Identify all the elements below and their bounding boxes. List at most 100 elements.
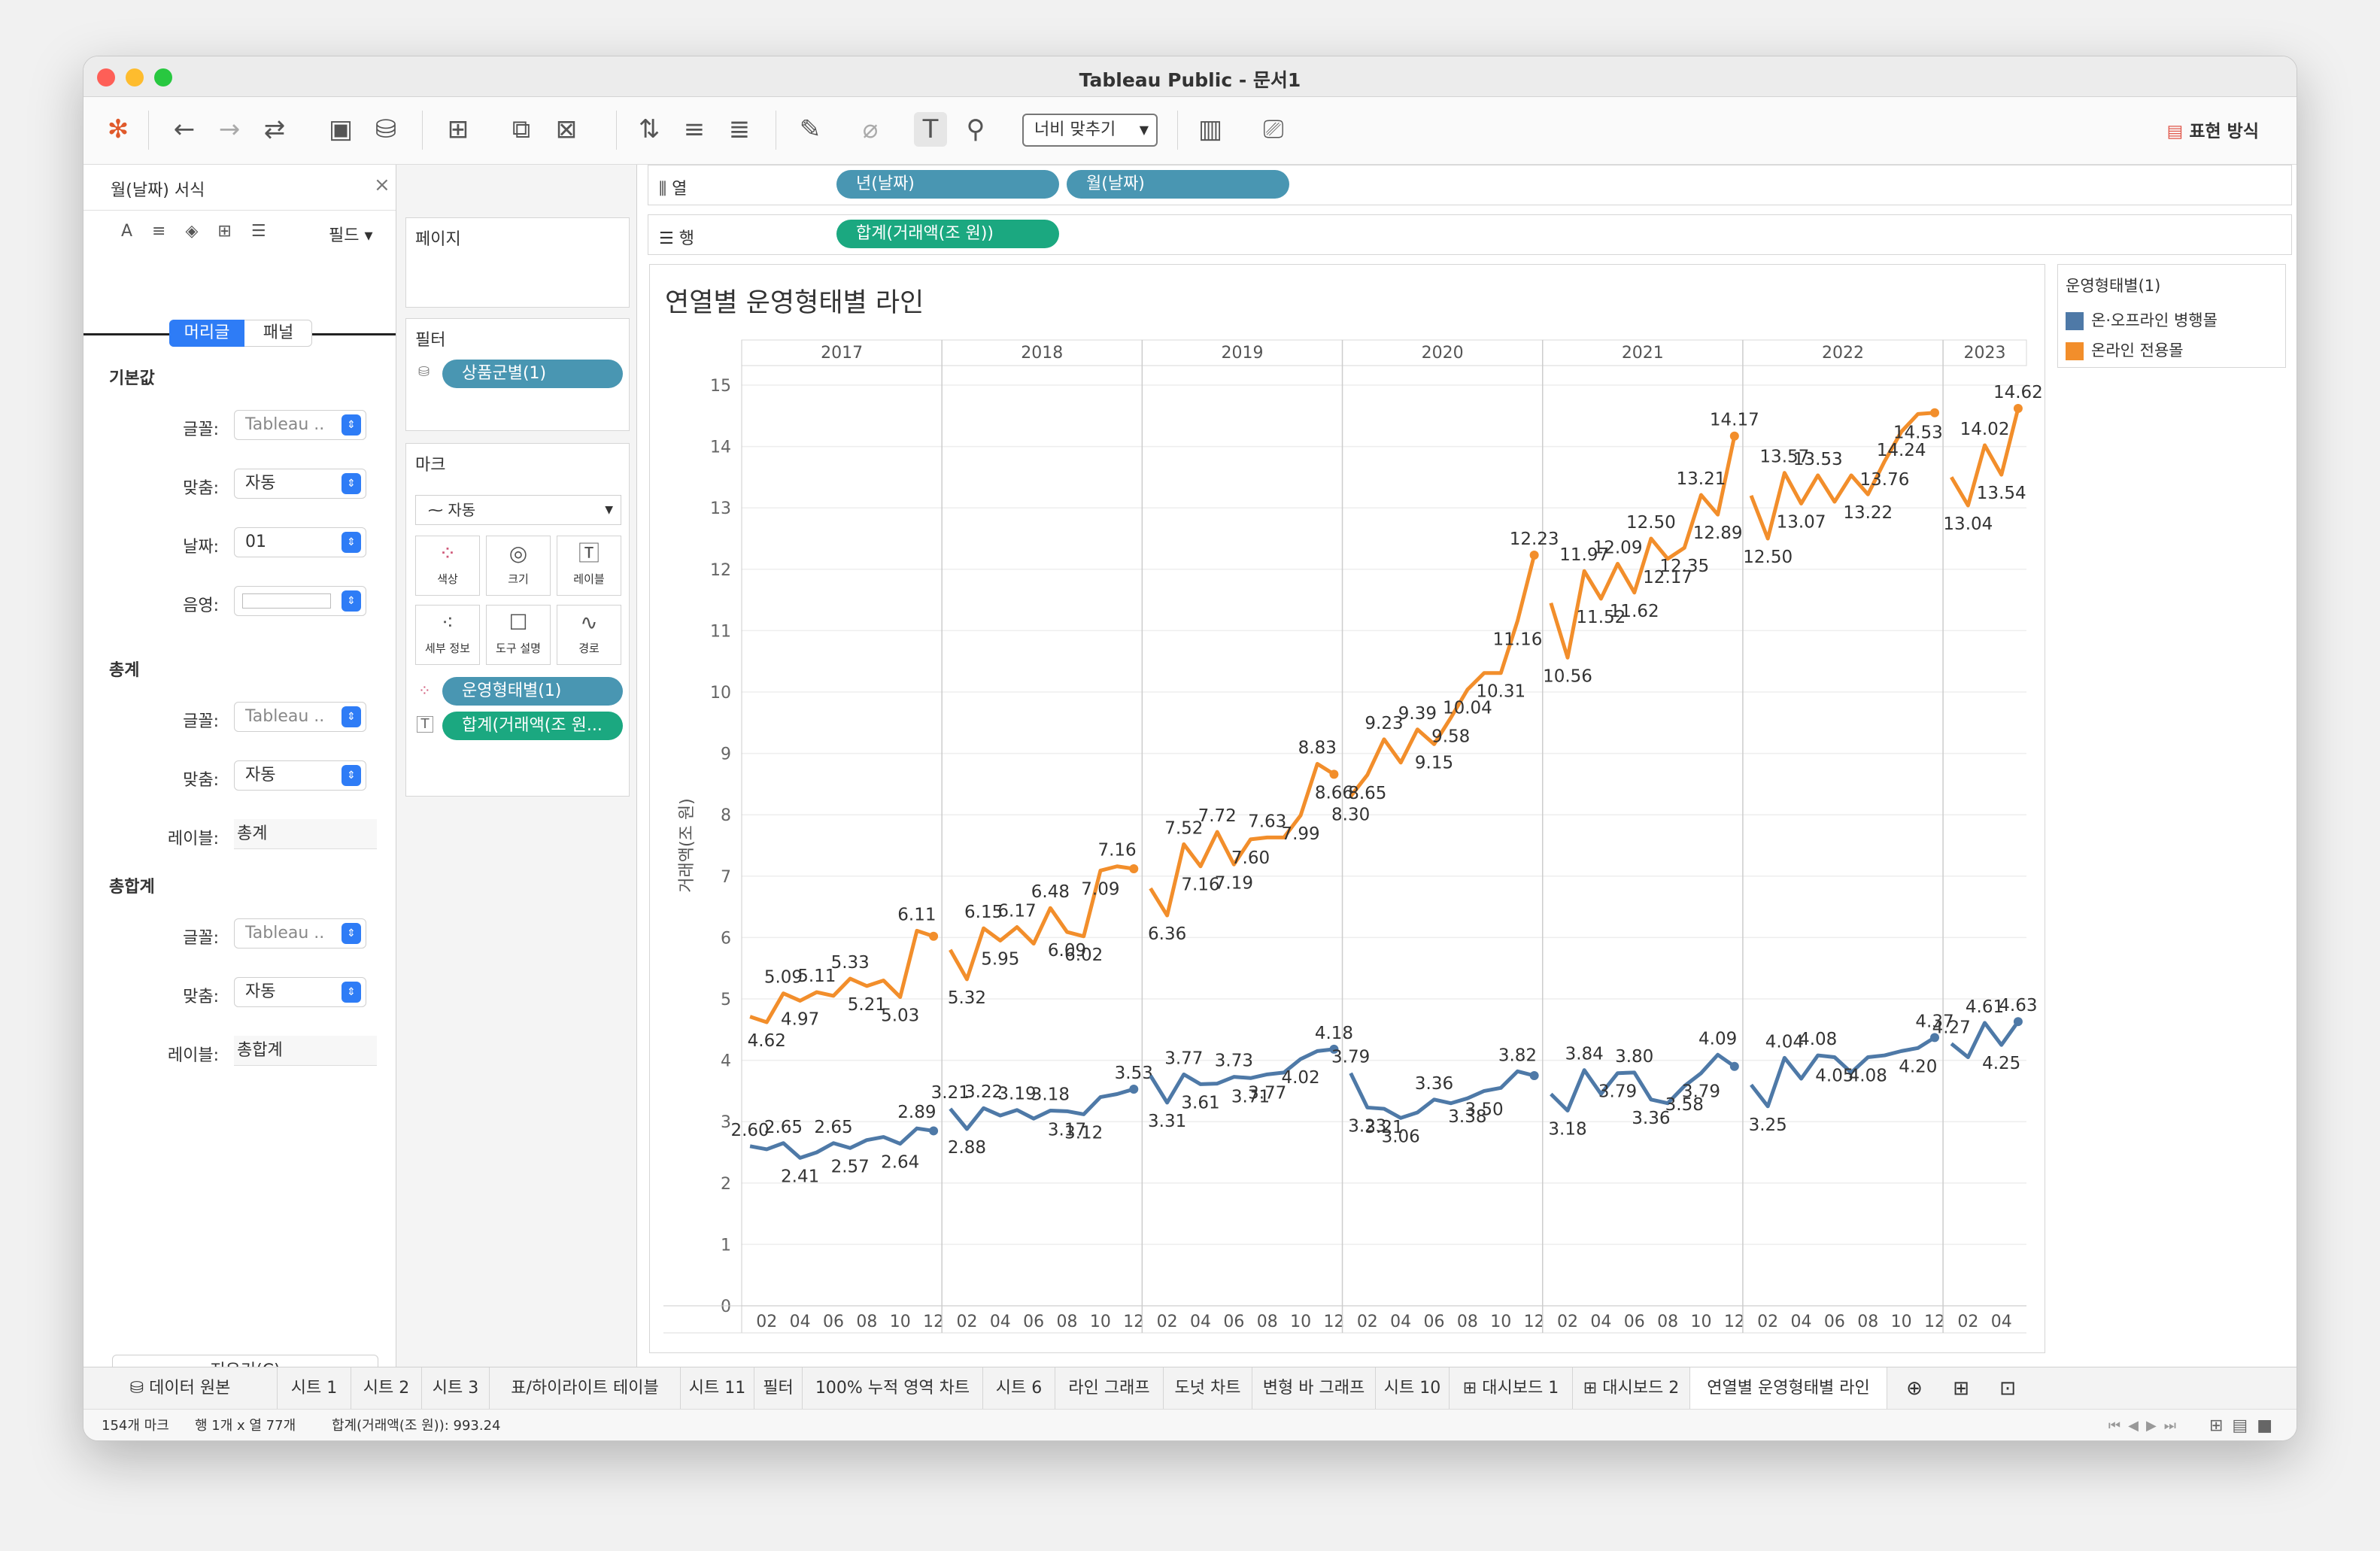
data-label: 3.58 bbox=[1665, 1095, 1704, 1115]
new-worksheet-icon[interactable]: ⊕ bbox=[1906, 1377, 1923, 1400]
fit-select[interactable]: 너비 맞추기 ▼ bbox=[1022, 114, 1158, 147]
default-shade-select[interactable]: ⇕ bbox=[234, 586, 366, 616]
save-icon[interactable]: ▣ bbox=[328, 114, 354, 144]
grand-totals-align-select[interactable]: 자동 ⇕ bbox=[234, 977, 366, 1007]
y-tick-label: 1 bbox=[721, 1236, 731, 1255]
sort-descending-icon[interactable]: ≣ bbox=[728, 114, 751, 144]
totals-align-select[interactable]: 자동 ⇕ bbox=[234, 760, 366, 791]
swap-rows-columns-icon[interactable]: ⇅ bbox=[638, 114, 660, 144]
chart-icon[interactable]: ▥ bbox=[1198, 114, 1223, 144]
columns-pill-month[interactable]: 월(날짜) bbox=[1067, 170, 1289, 199]
undo-icon[interactable]: ← bbox=[173, 114, 196, 144]
group-icon[interactable]: ⌀ bbox=[862, 114, 879, 144]
legend-swatch bbox=[2066, 342, 2084, 360]
tab-navigation-icons[interactable]: ⏮◀▶⏭ bbox=[2108, 1418, 2184, 1434]
totals-label-input[interactable]: 총계 bbox=[234, 819, 377, 849]
worksheet-view[interactable]: 연열별 운영형태별 라인 0 1 2 3 4 5 6 7 8 9 10 11 12 13 14 15 거래액(조… bbox=[649, 264, 2045, 1353]
detail-button[interactable]: ⁖ 세부 정보 bbox=[415, 605, 480, 665]
grand-totals-label-input[interactable]: 총합계 bbox=[234, 1036, 377, 1066]
x-tick-label: 12 bbox=[1724, 1313, 1745, 1331]
default-align-select[interactable]: 자동 ⇕ bbox=[234, 469, 366, 499]
field-dropdown[interactable]: 필드 ▾ bbox=[329, 226, 373, 245]
totals-font-select[interactable]: Tableau .. ⇕ bbox=[234, 702, 366, 732]
rows-pill-sum[interactable]: 합계(거래액(조 원)) bbox=[836, 220, 1059, 248]
data-label: 11.16 bbox=[1493, 630, 1543, 649]
redo-icon[interactable]: → bbox=[218, 114, 241, 144]
sheet-tab[interactable]: 라인 그래프 bbox=[1055, 1367, 1164, 1410]
new-datasource-icon[interactable]: ⛁ bbox=[375, 114, 397, 144]
duplicate-sheet-icon[interactable]: ⧉ bbox=[512, 114, 531, 144]
mark-type-select[interactable]: ⁓ 자동 ▼ bbox=[415, 495, 621, 525]
default-font-select[interactable]: Tableau .. ⇕ bbox=[234, 410, 366, 440]
pin-icon[interactable]: ⚲ bbox=[966, 114, 985, 144]
highlight-icon[interactable]: ✎ bbox=[799, 114, 821, 144]
mark-type-value: 자동 bbox=[448, 501, 476, 519]
columns-shelf[interactable]: ⫼ 열 년(날짜) 월(날짜) bbox=[648, 165, 2292, 205]
tooltip-button[interactable]: ☐ 도구 설명 bbox=[486, 605, 551, 665]
label-button[interactable]: 🅃 레이블 bbox=[557, 536, 621, 596]
sheet-tab[interactable]: 변형 바 그래프 bbox=[1252, 1367, 1376, 1410]
x-tick-label: 08 bbox=[1657, 1313, 1678, 1331]
sheet-tab-label: 시트 3 bbox=[432, 1379, 479, 1398]
data-label: 3.06 bbox=[1382, 1127, 1420, 1146]
presentation-icon[interactable]: ⎚ bbox=[1263, 114, 1284, 144]
sheet-tab[interactable]: 시트 3 bbox=[422, 1367, 490, 1410]
tab-header[interactable]: 머리글 bbox=[169, 320, 244, 347]
size-button[interactable]: ◎ 크기 bbox=[486, 536, 551, 596]
close-icon[interactable]: × bbox=[374, 174, 390, 196]
x-tick-label: 08 bbox=[1257, 1313, 1278, 1331]
view-mode-icons[interactable]: ⊞▤■ bbox=[2208, 1416, 2281, 1435]
sheet-tab[interactable]: 시트 1 bbox=[278, 1367, 351, 1410]
columns-pill-year[interactable]: 년(날짜) bbox=[836, 170, 1059, 199]
minimize-window-button[interactable] bbox=[126, 68, 144, 87]
grand-totals-font-select[interactable]: Tableau .. ⇕ bbox=[234, 918, 366, 949]
sheet-tab[interactable]: 연열별 운영형태별 라인 bbox=[1690, 1367, 1887, 1410]
default-date-select[interactable]: 01 ⇕ bbox=[234, 527, 366, 557]
year-header-label: 2017 bbox=[821, 344, 863, 363]
sheet-tab[interactable]: 시트 10 bbox=[1376, 1367, 1450, 1410]
marks-label-pill[interactable]: 합계(거래액(조 원... bbox=[442, 712, 623, 740]
path-button[interactable]: ∿ 경로 bbox=[557, 605, 621, 665]
sheet-tab[interactable]: ⊞ 대시보드 2 bbox=[1573, 1367, 1690, 1410]
tab-pane[interactable]: 패널 bbox=[263, 323, 294, 342]
sheet-tab[interactable]: 100% 누적 영역 차트 bbox=[803, 1367, 983, 1410]
legend-item-online[interactable]: 온라인 전용몰 bbox=[2066, 338, 2184, 361]
new-dashboard-icon[interactable]: ⊞ bbox=[1953, 1377, 1969, 1400]
sheet-tab[interactable]: 표/하이라이트 테이블 bbox=[490, 1367, 681, 1410]
filter-pill[interactable]: 상품군별(1) bbox=[442, 360, 623, 388]
sheet-tab[interactable]: ⊞ 대시보드 1 bbox=[1450, 1367, 1573, 1410]
sheet-tab[interactable]: ⛁ 데이터 원본 bbox=[83, 1367, 278, 1410]
x-tick-label: 02 bbox=[1157, 1313, 1178, 1331]
data-label: 3.84 bbox=[1565, 1045, 1604, 1064]
data-label: 14.17 bbox=[1710, 411, 1759, 430]
data-label: 3.23 bbox=[1348, 1116, 1386, 1136]
x-tick-label: 10 bbox=[1090, 1313, 1111, 1331]
tableau-logo-icon[interactable]: ✻ bbox=[107, 114, 129, 144]
show-me-button[interactable]: ▤ 표현 방식 bbox=[2167, 117, 2259, 142]
new-story-icon[interactable]: ⊡ bbox=[1999, 1377, 2016, 1400]
sheet-tab[interactable]: 도넛 차트 bbox=[1164, 1367, 1252, 1410]
show-labels-icon[interactable]: T bbox=[914, 112, 947, 147]
sort-ascending-icon[interactable]: ≡ bbox=[683, 114, 706, 144]
filters-card[interactable]: 필터 ⛁ 상품군별(1) bbox=[405, 318, 630, 431]
sheet-tab[interactable]: 시트 6 bbox=[983, 1367, 1055, 1410]
series-end-point bbox=[929, 931, 939, 941]
legend-item-offline[interactable]: 온·오프라인 병행몰 bbox=[2066, 308, 2218, 331]
format-type-icons[interactable]: A≡◈⊞☰ bbox=[121, 222, 286, 241]
zoom-window-button[interactable] bbox=[154, 68, 172, 87]
sheet-tab[interactable]: 시트 2 bbox=[351, 1367, 422, 1410]
new-worksheet-icon[interactable]: ⊞ bbox=[447, 114, 469, 144]
grand-totals-font-value: Tableau .. bbox=[245, 924, 325, 942]
color-button[interactable]: ⁘ 색상 bbox=[415, 536, 480, 596]
close-window-button[interactable] bbox=[97, 68, 115, 87]
sheet-tab[interactable]: 필터 bbox=[754, 1367, 803, 1410]
year-header-label: 2022 bbox=[1822, 344, 1864, 363]
marks-card[interactable]: 마크 ⁓ 자동 ▼ ⁘ 색상 ◎ 크기 🅃 레이블 ⁖ 세부 정보 ☐ 도구 설명 ∿ 경로 … bbox=[405, 443, 630, 797]
marks-color-pill[interactable]: 운영형태별(1) bbox=[442, 677, 623, 706]
sheet-tab[interactable]: 시트 11 bbox=[681, 1367, 754, 1410]
pages-card[interactable]: 페이지 bbox=[405, 217, 630, 308]
swap-icon[interactable]: ⇄ bbox=[263, 114, 286, 144]
rows-shelf[interactable]: ☰ 행 합계(거래액(조 원)) bbox=[648, 214, 2292, 255]
clear-sheet-icon[interactable]: ⊠ bbox=[555, 114, 578, 144]
